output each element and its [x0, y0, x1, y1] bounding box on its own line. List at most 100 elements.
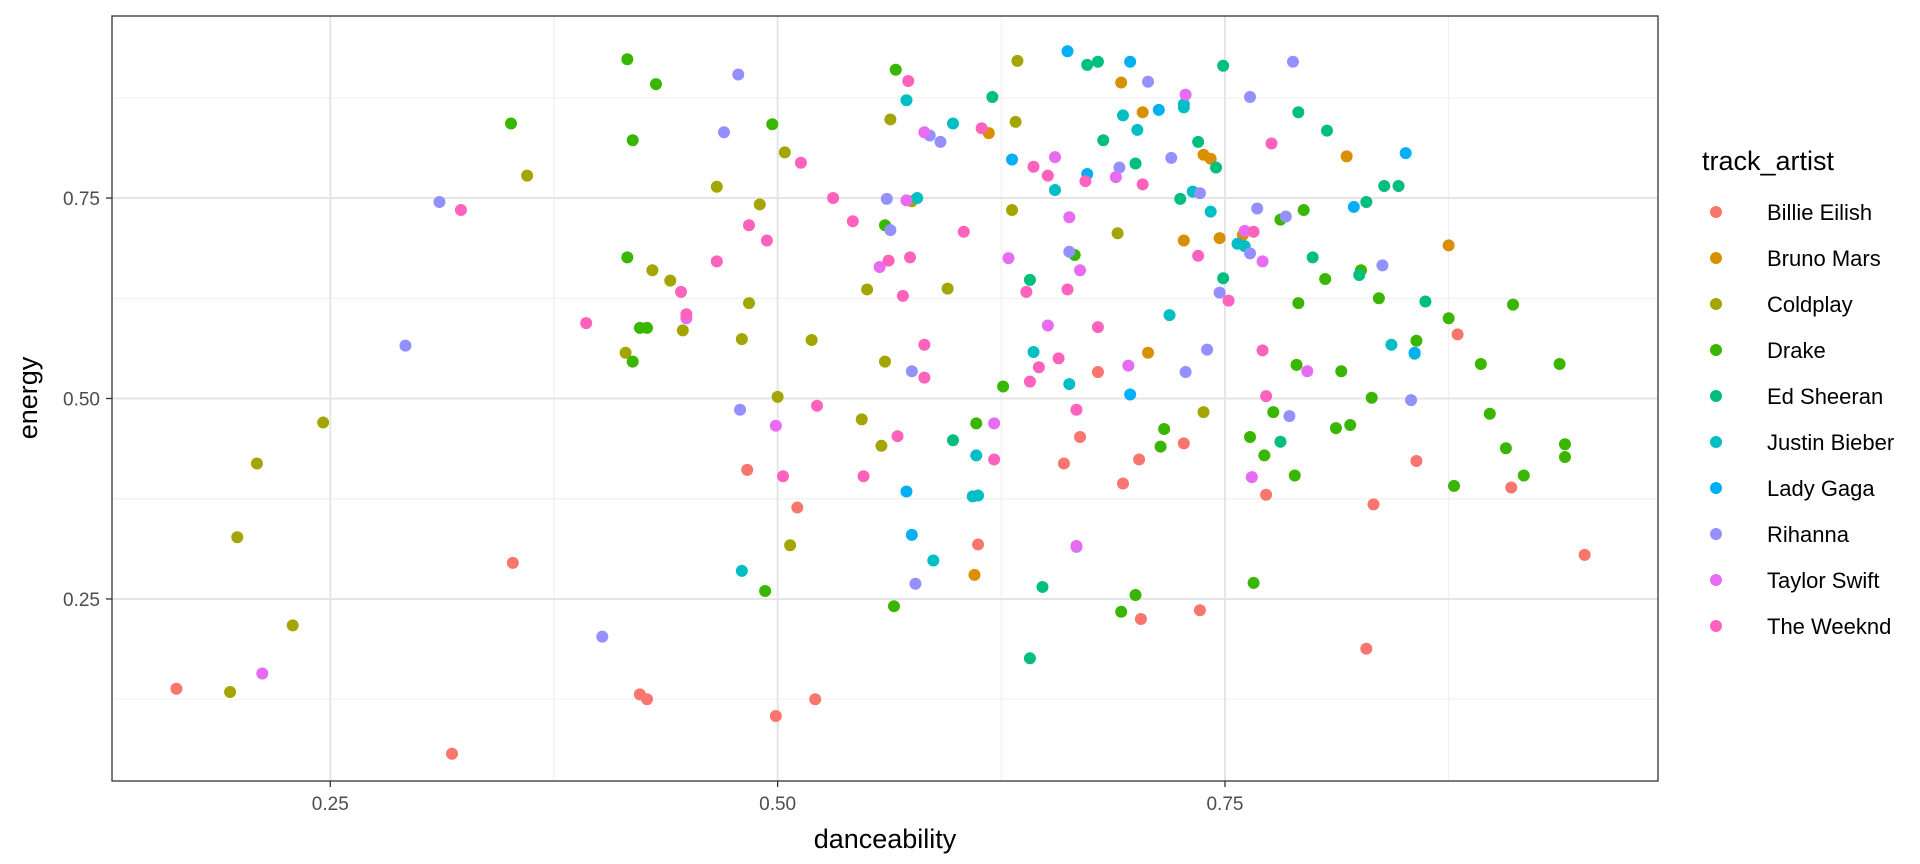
- legend-label: Lady Gaga: [1767, 476, 1875, 501]
- data-point: [1558, 438, 1571, 451]
- data-point: [664, 274, 677, 287]
- data-point: [811, 399, 824, 412]
- data-points: [170, 45, 1591, 760]
- data-point: [680, 308, 693, 321]
- data-point: [1136, 106, 1149, 119]
- data-point: [934, 135, 947, 148]
- data-point: [1020, 285, 1033, 298]
- data-point: [649, 78, 662, 91]
- data-point: [717, 126, 730, 139]
- y-axis-ticks: 0.25 0.50 0.75: [63, 189, 112, 611]
- data-point: [1116, 109, 1129, 122]
- legend-key: [1710, 206, 1722, 218]
- data-point: [1213, 286, 1226, 299]
- data-point: [759, 584, 772, 597]
- data-point: [1419, 295, 1432, 308]
- data-point: [900, 94, 913, 107]
- data-point: [231, 531, 244, 544]
- data-point: [887, 600, 900, 613]
- data-point: [1256, 344, 1269, 357]
- data-point: [1122, 359, 1135, 372]
- data-point: [1091, 366, 1104, 379]
- data-point: [857, 470, 870, 483]
- data-point: [1097, 134, 1110, 147]
- data-point: [1036, 580, 1049, 593]
- data-point: [1376, 259, 1389, 272]
- data-point: [1116, 477, 1129, 490]
- data-point: [1244, 90, 1257, 103]
- data-point: [626, 355, 639, 368]
- data-point: [861, 283, 874, 296]
- data-point: [710, 180, 723, 193]
- data-point: [1124, 388, 1137, 401]
- data-point: [900, 194, 913, 207]
- data-point: [1385, 338, 1398, 351]
- legend-label: Ed Sheeran: [1767, 384, 1883, 409]
- data-point: [1177, 437, 1190, 450]
- data-point: [918, 371, 931, 384]
- data-point: [1011, 54, 1024, 67]
- data-point: [734, 403, 747, 416]
- data-point: [1133, 453, 1146, 466]
- data-point: [1222, 294, 1235, 307]
- data-point: [882, 254, 895, 267]
- data-point: [1319, 273, 1332, 286]
- data-point: [1260, 390, 1273, 403]
- data-point: [968, 568, 981, 581]
- data-point: [753, 198, 766, 211]
- data-point: [1027, 345, 1040, 358]
- data-point: [1247, 225, 1260, 238]
- data-point: [1405, 394, 1418, 407]
- data-point: [1079, 175, 1092, 188]
- y-tick-label: 0.50: [63, 390, 100, 411]
- data-point: [1251, 202, 1264, 215]
- data-point: [1204, 205, 1217, 218]
- data-point: [1061, 283, 1074, 296]
- data-point: [875, 439, 888, 452]
- data-point: [1274, 435, 1287, 448]
- data-point: [1063, 245, 1076, 258]
- data-point: [1320, 124, 1333, 137]
- data-point: [1238, 224, 1251, 237]
- data-point: [675, 285, 688, 298]
- data-point: [1129, 588, 1142, 601]
- data-point: [1344, 418, 1357, 431]
- data-point: [1286, 55, 1299, 68]
- data-point: [1367, 498, 1380, 511]
- data-point: [1177, 234, 1190, 247]
- data-point: [1048, 151, 1061, 164]
- data-point: [1163, 309, 1176, 322]
- data-point: [1451, 328, 1464, 341]
- data-point: [1197, 406, 1210, 419]
- data-point: [646, 264, 659, 277]
- data-point: [1279, 210, 1292, 223]
- data-point: [1177, 101, 1190, 114]
- data-point: [884, 224, 897, 237]
- data-point: [941, 282, 954, 295]
- data-point: [1360, 196, 1373, 209]
- data-point: [170, 682, 183, 695]
- data-point: [1442, 312, 1455, 325]
- legend-key: [1710, 528, 1722, 540]
- data-point: [855, 413, 868, 426]
- data-point: [399, 339, 412, 352]
- data-point: [735, 564, 748, 577]
- data-point: [1115, 76, 1128, 89]
- data-point: [771, 390, 784, 403]
- legend-key: [1710, 252, 1722, 264]
- data-point: [580, 317, 593, 330]
- data-point: [957, 225, 970, 238]
- data-point: [1578, 548, 1591, 561]
- data-point: [1109, 171, 1122, 184]
- data-point: [732, 68, 745, 81]
- data-point: [805, 333, 818, 346]
- legend-label: The Weeknd: [1767, 614, 1891, 639]
- legend-key: [1710, 574, 1722, 586]
- data-point: [1165, 151, 1178, 164]
- data-point: [986, 90, 999, 103]
- data-point: [1142, 346, 1155, 359]
- y-tick-label: 0.75: [63, 189, 100, 210]
- data-point: [1410, 455, 1423, 468]
- data-point: [1408, 346, 1421, 359]
